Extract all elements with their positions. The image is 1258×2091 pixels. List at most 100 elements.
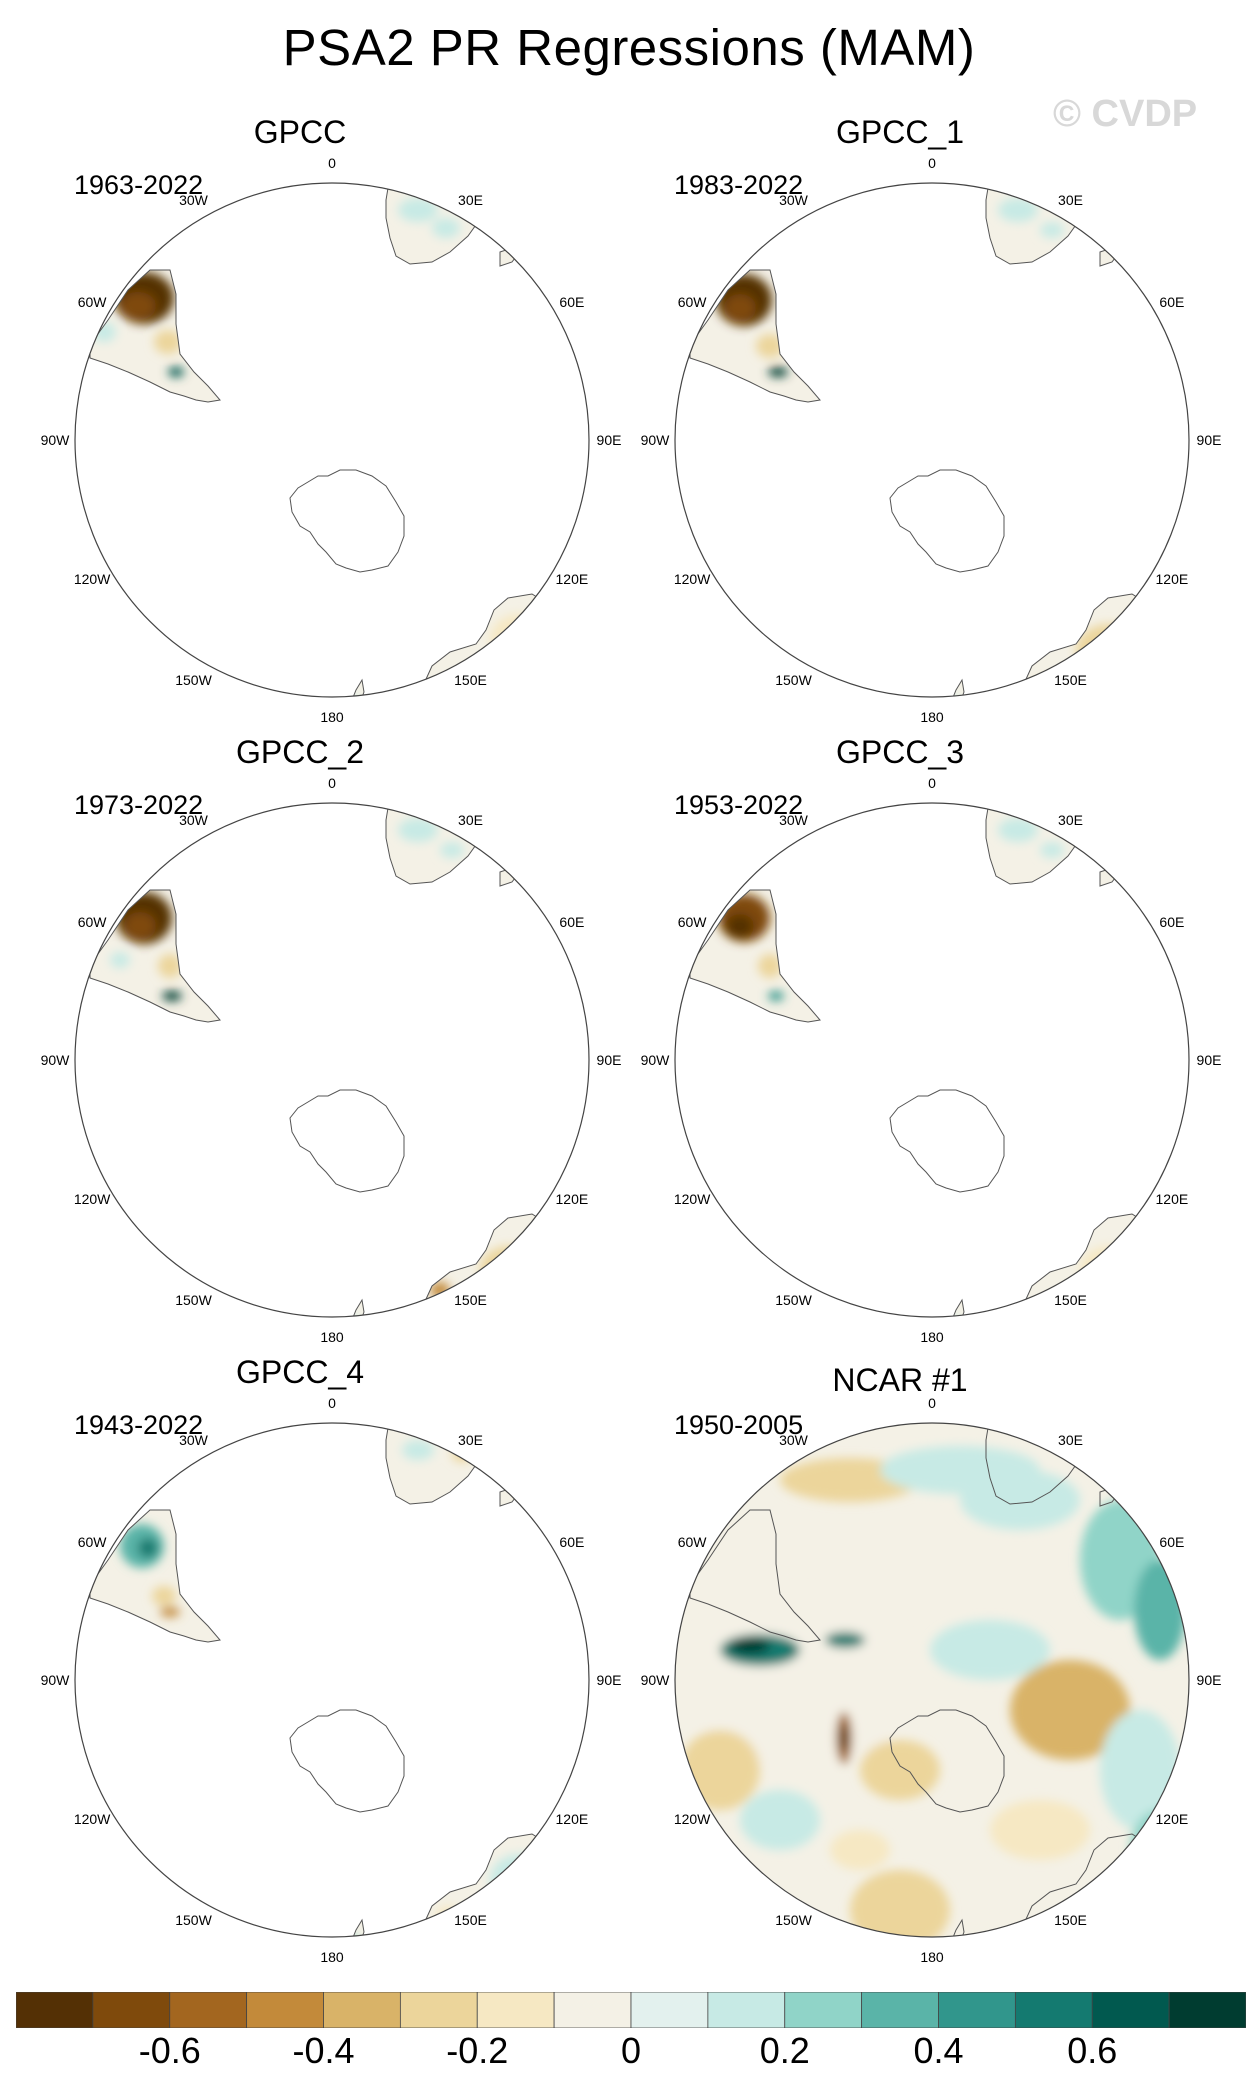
land-fill-nz: [336, 680, 364, 697]
longitude-label: 120E: [1155, 1190, 1189, 1207]
map-panel: GPCC_2 1973-2022 0 30E 60E 90E 120E 150E 180 150W…: [0, 730, 629, 1350]
longitude-label: 0: [328, 155, 336, 171]
anomaly-blob: [154, 330, 182, 354]
map-panel: NCAR #1 1950-2005 0 30E 60E 90E 120E 150E 180 150…: [600, 1350, 1229, 1970]
anomaly-blob: [398, 818, 438, 842]
coastline-nz: [935, 1298, 965, 1317]
colorbar-swatch: [1014, 1992, 1093, 2028]
polar-map: [74, 802, 590, 1318]
map-panel: GPCC_1 1983-2022 0 30E 60E 90E 120E 150E 180 150W…: [600, 110, 1229, 730]
anomaly-blob: [168, 367, 184, 377]
longitude-label: 30E: [1058, 1432, 1083, 1449]
anomaly-blob: [768, 991, 784, 1001]
longitude-label: 30E: [458, 1432, 483, 1449]
polar-map: [74, 182, 590, 698]
panel-title: GPCC_1: [835, 114, 965, 150]
colorbar-tick-label: 0.2: [759, 2030, 810, 2071]
longitude-label: 60E: [1159, 913, 1185, 930]
anomaly-blob: [990, 1800, 1090, 1860]
map-boundary: [674, 1422, 1190, 1938]
anomaly-blob: [162, 991, 182, 1001]
longitude-label: 120W: [73, 1190, 111, 1207]
polar-map: [674, 182, 1190, 698]
longitude-label: 60W: [677, 1533, 707, 1550]
longitude-label: 90W: [40, 432, 70, 448]
longitude-label: 180: [920, 709, 944, 725]
longitude-label: 30E: [1058, 812, 1083, 829]
panel-title: GPCC_3: [835, 734, 965, 770]
land-fill-australia: [1022, 1214, 1156, 1317]
longitude-label: 120E: [1155, 570, 1189, 587]
longitude-label: 30W: [779, 812, 808, 829]
longitude-label: 60W: [677, 913, 707, 930]
colorbar-swatch: [1091, 1992, 1170, 2028]
anomaly-blob: [110, 952, 130, 968]
anomaly-blob: [1080, 1920, 1140, 1937]
longitude-label: 90E: [1196, 432, 1222, 448]
longitude-label: 0: [328, 1395, 336, 1411]
anomaly-blob: [120, 292, 156, 320]
map-boundary: [74, 802, 590, 1318]
longitude-label: 60E: [559, 293, 585, 310]
colorbar-swatch: [938, 1992, 1016, 2028]
longitude-label: 150E: [454, 671, 487, 688]
anomaly-blob: [1134, 1560, 1186, 1660]
longitude-label: 150E: [1054, 671, 1087, 688]
anomaly-blob: [480, 1246, 540, 1294]
longitude-label: 150E: [1054, 1291, 1087, 1308]
longitude-label: 30E: [1058, 192, 1083, 209]
coastline-nz: [335, 1298, 365, 1317]
anomaly-blob: [490, 1854, 550, 1906]
land-fill-australia: [1022, 594, 1156, 697]
anomaly-blob: [675, 1880, 696, 1937]
colorbar-swatch: [861, 1992, 939, 2028]
anomaly-blob: [740, 1790, 820, 1850]
polar-map: [74, 1422, 590, 1938]
longitude-label: 90W: [640, 432, 670, 448]
longitude-label: 60E: [1159, 1533, 1185, 1550]
panel-title: GPCC: [253, 114, 347, 150]
anomaly-blob: [1040, 222, 1064, 238]
anomaly-blob: [726, 914, 754, 938]
cvdp-watermark: © CVDP: [1053, 93, 1198, 135]
longitude-label: 60W: [77, 913, 107, 930]
land-fill-nz: [936, 680, 964, 697]
coastline-samerica: [89, 889, 221, 1023]
longitude-label: 30W: [779, 1432, 808, 1449]
map-panel: GPCC 1963-2022 0 30E 60E 90E 120E 150E 180 150W 12…: [0, 110, 629, 730]
anomaly-blob: [432, 218, 460, 238]
anomaly-blob: [860, 1740, 940, 1800]
map-boundary: [674, 182, 1190, 698]
coastline-samerica: [689, 1509, 821, 1643]
longitude-label: 150W: [175, 1911, 212, 1928]
coastline-samerica: [689, 269, 821, 403]
longitude-label: 0: [328, 775, 336, 791]
longitude-label: 150W: [175, 671, 212, 688]
longitude-label: 150W: [775, 1911, 812, 1928]
longitude-label: 150W: [775, 671, 812, 688]
anomaly-blob: [880, 1446, 1040, 1494]
colorbar-swatch: [399, 1992, 478, 2028]
longitude-label: 0: [928, 775, 936, 791]
map-panel: GPCC_3 1953-2022 0 30E 60E 90E 120E 150E 180 150W…: [600, 730, 1229, 1350]
longitude-label: 30W: [179, 812, 208, 829]
colorbar-swatch: [323, 1992, 401, 2028]
coastline-samerica: [89, 269, 221, 403]
panel-years: 1953-2022: [674, 790, 804, 820]
anomaly-blob: [490, 614, 550, 666]
land-fill-nz: [936, 1300, 964, 1317]
anomaly-blob: [160, 1607, 180, 1617]
panel-years: 1973-2022: [74, 790, 204, 820]
coastline-antarctica: [889, 1709, 1005, 1813]
longitude-label: 150W: [775, 1291, 812, 1308]
map-panel: GPCC_4 1943-2022 0 30E 60E 90E 120E 150E 180 150W…: [0, 1350, 629, 1970]
anomaly-blob: [930, 1620, 1050, 1680]
longitude-label: 60W: [77, 293, 107, 310]
colorbar-tick-label: 0: [620, 2030, 642, 2071]
colorbar-tick-label: 0.4: [913, 2030, 964, 2071]
anomaly-blob: [675, 1866, 694, 1914]
colorbar-swatch: [16, 1992, 94, 2028]
anomaly-blob: [402, 1440, 434, 1460]
longitude-label: 180: [320, 1329, 344, 1345]
coastline-antarctica: [889, 1089, 1005, 1193]
